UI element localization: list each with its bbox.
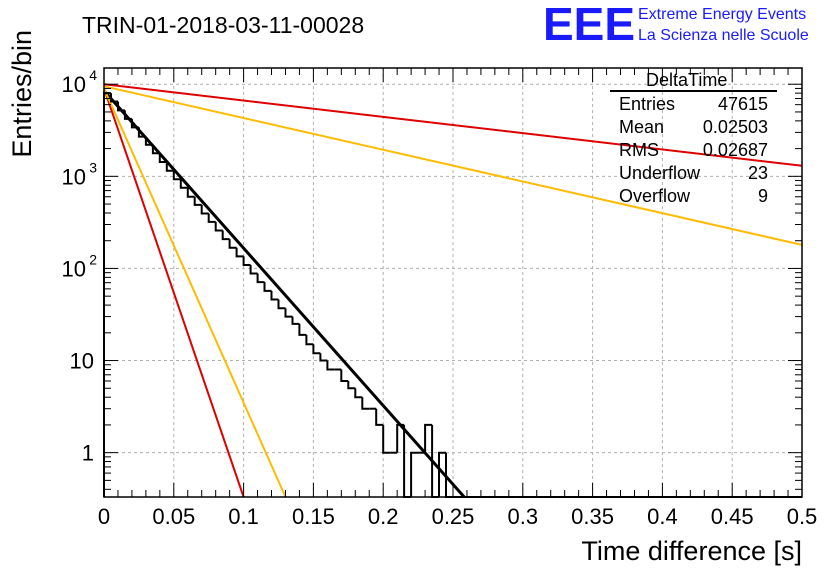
histogram-bin [319, 353, 328, 362]
histogram-bin [151, 144, 160, 155]
y-tick-exponent: 4 [89, 67, 97, 83]
stats-label-mean: Mean [619, 117, 664, 137]
histogram-bin [424, 423, 433, 453]
x-tick-label: 0.05 [152, 504, 195, 529]
histogram-bin [214, 221, 223, 232]
y-tick-label: 10 [62, 256, 86, 281]
x-tick-label: 0.15 [292, 504, 335, 529]
stats-label-overflow: Overflow [619, 186, 691, 206]
fit-curve-4 [103, 83, 803, 167]
histogram-bin [256, 273, 265, 284]
histogram-bin [284, 308, 293, 318]
histogram-bin [186, 187, 195, 198]
histogram-bin [207, 213, 216, 223]
x-tick-label: 0.4 [647, 504, 678, 529]
histogram-bin [172, 170, 181, 181]
histogram-bin [221, 230, 230, 241]
histogram-bin [117, 101, 125, 112]
stats-value-rms: 0.02687 [703, 140, 768, 160]
histogram-bin [158, 153, 167, 163]
grid [104, 68, 802, 497]
histogram-bin [438, 451, 446, 497]
logo-line-1: Extreme Energy Events [638, 6, 806, 23]
y-tick-exponent: 2 [89, 251, 97, 267]
y-tick-label: 10 [62, 72, 86, 97]
histogram-bin [291, 316, 300, 325]
x-tick-label: 0.45 [711, 504, 754, 529]
histogram-bin [347, 381, 356, 390]
x-tick-label: 0.3 [508, 504, 539, 529]
y-tick-label: 1 [82, 441, 94, 466]
chart-title: TRIN-01-2018-03-11-00028 [82, 12, 364, 38]
histogram-bin [382, 424, 391, 454]
histogram-bin [305, 334, 314, 346]
histogram-bin [137, 127, 146, 138]
x-tick-label: 0 [98, 504, 110, 529]
fit-curve-3 [103, 85, 803, 246]
x-axis-label: Time difference [s] [581, 536, 802, 566]
histogram-bin [235, 247, 244, 258]
stats-box: DeltaTime Entries 47615 Mean 0.02503 RMS… [610, 70, 777, 206]
fit-curve-1 [103, 88, 245, 498]
histogram-bin [165, 162, 174, 172]
histogram-bin [298, 323, 307, 336]
stats-value-underflow: 23 [748, 163, 768, 183]
x-tick-label: 0.5 [787, 504, 818, 529]
axes: 0 0.05 0.1 0.15 0.2 0.25 0.3 0.35 0.4 0.45 0.5 1 10 1… [62, 67, 818, 529]
y-tick-label: 10 [70, 349, 94, 374]
histogram-bin [340, 369, 349, 382]
stats-label-entries: Entries [619, 94, 675, 114]
histogram-bin [130, 118, 139, 129]
eee-logo: EEE Extreme Energy Events La Scienza nel… [543, 0, 809, 50]
logo-line-2: La Scienza nelle Scuole [638, 27, 809, 44]
x-tick-label: 0.2 [368, 504, 399, 529]
histogram-bin [123, 110, 132, 120]
y-tick-exponent: 3 [89, 159, 97, 175]
stats-value-overflow: 9 [758, 186, 768, 206]
y-axis-label: Entries/bin [7, 30, 37, 158]
histogram-bin [228, 239, 237, 249]
histogram-bin [263, 282, 272, 292]
x-tick-label: 0.35 [571, 504, 614, 529]
histogram-bin [410, 451, 419, 497]
histogram-bin [270, 290, 279, 301]
x-tick-label: 0.25 [432, 504, 475, 529]
histogram-bin [277, 299, 286, 310]
stats-name: DeltaTime [646, 70, 727, 90]
histogram-bin [193, 196, 202, 206]
y-tick-label: 10 [62, 164, 86, 189]
histogram-bin [242, 256, 251, 266]
x-tick-label: 0.1 [228, 504, 259, 529]
histogram-bin [361, 397, 370, 410]
logo-letters: EEE [543, 0, 635, 50]
stats-label-rms: RMS [619, 140, 659, 160]
histogram-bin [249, 265, 258, 275]
histogram-bin [326, 360, 335, 371]
histogram-bin [144, 136, 153, 146]
stats-value-mean: 0.02503 [703, 117, 768, 137]
histogram-bin [396, 423, 405, 453]
stats-label-underflow: Underflow [619, 163, 701, 183]
histogram-bin [179, 179, 188, 189]
histogram-bin [375, 408, 384, 426]
histogram-bin [354, 388, 363, 399]
fit-curve-2 [103, 87, 287, 498]
stats-value-entries: 47615 [718, 94, 768, 114]
histogram-bin [200, 204, 209, 215]
histogram-bin [312, 344, 321, 355]
histogram-bin [110, 93, 118, 103]
